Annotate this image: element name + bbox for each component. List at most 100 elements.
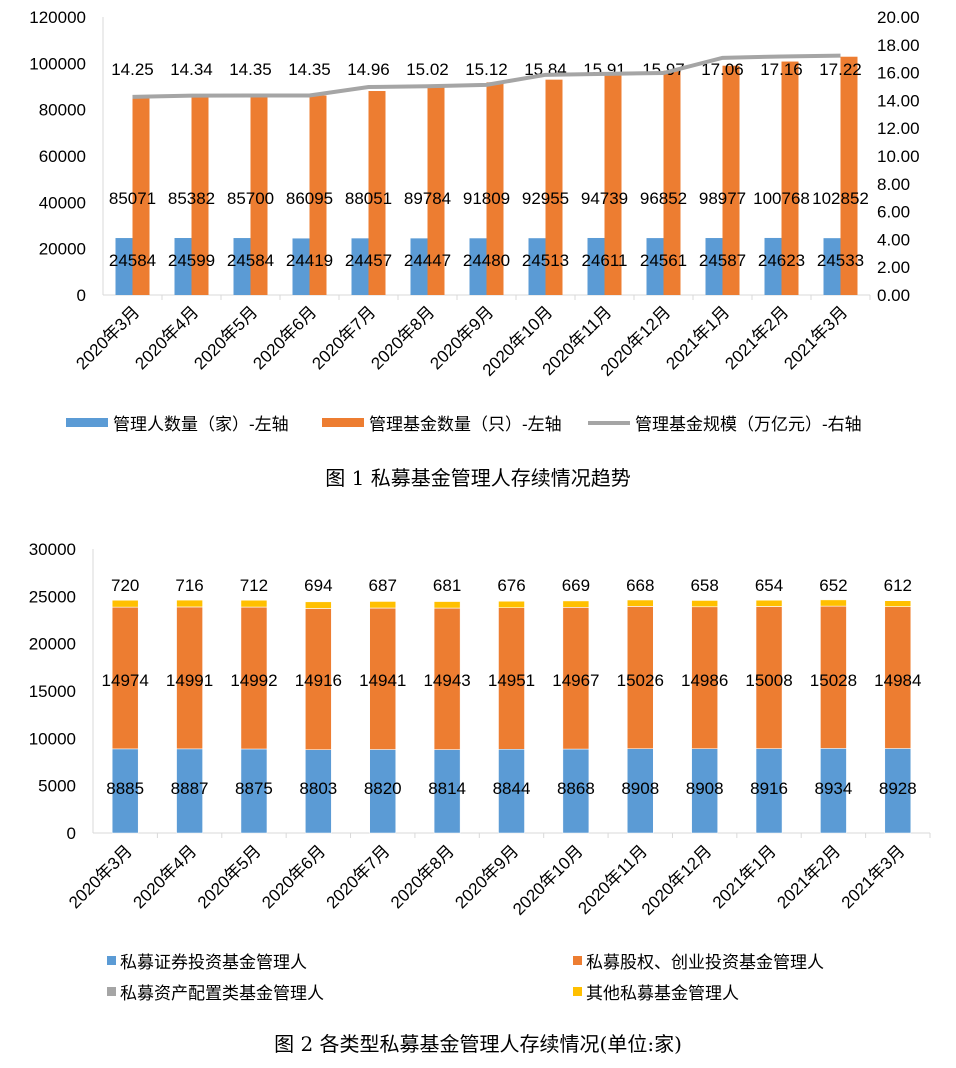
right-tick-label: 20.00 [877, 8, 920, 27]
right-tick-label: 2.00 [877, 258, 910, 277]
x-tick-label: 2021年2月 [721, 302, 792, 373]
data-label-funds: 88051 [345, 189, 392, 208]
data-label-funds: 85700 [227, 189, 274, 208]
chart-1-caption: 图 1 私募基金管理人存续情况趋势 [325, 466, 630, 490]
data-label-scale: 14.35 [229, 60, 272, 79]
bar-managers [292, 238, 310, 295]
data-label-securities: 8814 [428, 779, 466, 798]
x-tick-label: 2020年8月 [387, 841, 458, 912]
bar-segment [627, 599, 654, 607]
data-label-managers: 24584 [109, 251, 156, 270]
data-label-managers: 24587 [699, 251, 746, 270]
bar-segment [755, 599, 783, 607]
data-label-securities: 8887 [171, 779, 209, 798]
left-tick-label: 0 [77, 286, 86, 305]
right-tick-label: 14.00 [877, 91, 920, 110]
data-label-equity-vc: 14951 [488, 671, 535, 690]
data-label-funds: 102852 [812, 189, 869, 208]
bar-segment [498, 749, 525, 834]
y-tick-label: 25000 [29, 587, 76, 606]
legend-swatch [573, 956, 582, 965]
data-label-other: 687 [369, 576, 397, 595]
data-label-equity-vc: 14916 [295, 671, 342, 690]
data-label-equity-vc: 14986 [681, 671, 728, 690]
legend-swatch-managers [66, 418, 108, 427]
bar-segment [176, 599, 203, 608]
right-tick-label: 16.00 [877, 64, 920, 83]
bar-funds [309, 95, 327, 295]
data-label-other: 712 [240, 576, 268, 595]
data-label-securities: 8844 [493, 779, 531, 798]
data-label-scale: 14.25 [111, 60, 154, 79]
bar-segment [111, 600, 139, 608]
data-label-equity-vc: 15028 [810, 671, 857, 690]
legend-swatch-funds [322, 418, 364, 427]
x-tick-label: 2020年6月 [258, 841, 329, 912]
data-label-funds: 85071 [109, 189, 156, 208]
bar-segment [820, 605, 847, 749]
bar-managers [233, 238, 251, 295]
x-tick-label: 2021年2月 [773, 841, 844, 912]
data-label-securities: 8803 [299, 779, 337, 798]
bar-segment [562, 748, 590, 834]
bar-segment [240, 748, 268, 834]
data-label-funds: 92955 [522, 189, 569, 208]
data-label-securities: 8875 [235, 779, 273, 798]
legend-label-funds: 管理基金数量（只）-左轴 [369, 415, 562, 434]
data-label-other: 676 [497, 576, 525, 595]
right-tick-label: 0.00 [877, 286, 910, 305]
data-label-equity-vc: 14967 [552, 671, 599, 690]
bar-funds [663, 70, 681, 296]
bar-managers [646, 238, 664, 295]
data-label-other: 694 [304, 576, 332, 595]
data-label-scale: 17.22 [819, 60, 862, 79]
left-tick-label: 100000 [29, 54, 86, 73]
left-tick-label: 120000 [29, 8, 86, 27]
data-label-equity-vc: 14974 [102, 671, 149, 690]
bar-funds [132, 97, 150, 295]
data-label-scale: 14.35 [288, 60, 331, 79]
data-label-scale: 15.12 [465, 60, 508, 79]
bar-funds [368, 91, 386, 295]
y-tick-label: 30000 [29, 540, 76, 559]
data-label-other: 612 [884, 576, 912, 595]
bar-funds [840, 56, 858, 296]
data-label-other: 720 [111, 576, 139, 595]
bar-funds [486, 82, 504, 296]
x-tick-label: 2020年12月 [638, 841, 716, 919]
left-tick-label: 60000 [39, 147, 86, 166]
bar-segment [176, 606, 203, 750]
data-label-securities: 8820 [364, 779, 402, 798]
data-label-other: 658 [690, 576, 718, 595]
x-tick-label: 2020年8月 [367, 302, 438, 373]
legend-swatch [573, 987, 582, 996]
data-label-funds: 96852 [640, 189, 687, 208]
data-label-other: 654 [755, 576, 783, 595]
bar-funds [250, 96, 268, 295]
left-tick-label: 40000 [39, 193, 86, 212]
right-tick-label: 8.00 [877, 175, 910, 194]
bar-managers [351, 238, 369, 295]
data-label-securities: 8928 [879, 779, 917, 798]
bar-segment [691, 600, 718, 607]
bar-segment [884, 748, 912, 834]
right-tick-label: 18.00 [877, 36, 920, 55]
data-label-securities: 8868 [557, 779, 595, 798]
bar-managers [410, 238, 428, 295]
bar-segment [240, 600, 268, 608]
right-tick-label: 4.00 [877, 230, 910, 249]
y-tick-label: 20000 [29, 635, 76, 654]
bar-managers [174, 238, 192, 295]
data-label-securities: 8934 [815, 779, 853, 798]
bar-segment [433, 607, 461, 750]
y-tick-label: 0 [67, 824, 76, 843]
data-label-other: 652 [819, 576, 847, 595]
bar-segment [691, 606, 718, 749]
chart-2-caption: 图 2 各类型私募基金管理人存续情况(单位:家) [274, 1032, 682, 1056]
bar-segment [369, 601, 396, 609]
x-tick-label: 2021年3月 [780, 302, 851, 373]
y-tick-label: 10000 [29, 729, 76, 748]
bar-funds [191, 97, 209, 295]
x-tick-label: 2020年6月 [249, 302, 320, 373]
